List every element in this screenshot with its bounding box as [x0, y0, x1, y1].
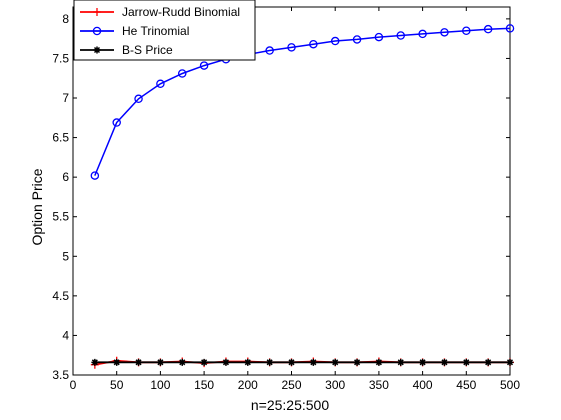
star-center [311, 360, 315, 364]
axis-ticks: 0 50 100 150 200 250 300 350 400 450 500 3.5 4 4.5 5 5.… [52, 7, 520, 392]
y-tick-label: 8 [62, 12, 69, 26]
legend-entry: He Trinomial [80, 24, 189, 38]
legend-label: Jarrow-Rudd Binomial [122, 5, 240, 19]
star-marker [113, 358, 121, 366]
circle-marker [352, 35, 362, 44]
star-center [93, 360, 97, 364]
star-center [377, 360, 381, 364]
legend-entry: B-S Price [80, 43, 173, 57]
star-marker [462, 358, 470, 366]
star-center [289, 360, 294, 364]
circle-marker [462, 26, 471, 35]
circle-marker [396, 31, 405, 40]
star-marker [419, 358, 427, 366]
circle-marker [330, 36, 340, 46]
star-marker [266, 358, 274, 366]
circle-marker [265, 46, 274, 55]
y-tick-label: 7.5 [52, 51, 69, 65]
star-center [95, 48, 99, 52]
star-marker [375, 358, 383, 366]
x-tick-label: 50 [110, 378, 124, 392]
x-tick-label: 450 [456, 378, 476, 392]
star-marker [222, 358, 230, 366]
legend: Jarrow-Rudd Binomial He Trinomial B-S Pric… [73, 0, 256, 61]
series-he-trinomial [90, 24, 515, 180]
star-center [246, 360, 250, 364]
y-axis-label: Option Price [29, 168, 45, 245]
y-tick-label: 4 [62, 328, 69, 342]
star-center [115, 360, 119, 364]
circle-marker [483, 24, 493, 34]
star-center [399, 360, 403, 364]
star-center [180, 360, 184, 364]
y-tick-label: 5 [62, 249, 69, 263]
circle-marker [92, 26, 102, 36]
circle-marker [374, 32, 384, 42]
star-marker [135, 358, 143, 366]
star-marker [397, 358, 405, 366]
star-marker [156, 358, 164, 366]
x-tick-label: 200 [238, 378, 258, 392]
plot-area [72, 6, 511, 376]
circle-marker [309, 39, 318, 49]
star-marker [93, 46, 101, 54]
star-marker [506, 358, 514, 366]
x-tick-label: 300 [325, 378, 345, 392]
circle-marker [90, 171, 100, 180]
star-marker [353, 358, 361, 366]
star-center [355, 360, 359, 364]
star-marker [288, 358, 295, 366]
star-marker [331, 358, 339, 366]
y-tick-label: 6 [62, 170, 69, 184]
plot-frame [72, 6, 511, 376]
y-tick-label: 3.5 [52, 368, 69, 382]
legend-label: He Trinomial [122, 24, 189, 38]
circle-marker [156, 79, 165, 89]
circle-marker [134, 94, 143, 104]
star-center [486, 360, 490, 364]
star-center [224, 360, 228, 364]
circle-marker [199, 61, 209, 70]
star-marker [440, 358, 448, 366]
star-center [421, 360, 425, 364]
star-marker [91, 358, 99, 366]
y-tick-label: 5.5 [52, 210, 69, 224]
y-tick-label: 6.5 [52, 131, 69, 145]
series-layer [90, 24, 515, 369]
y-tick-label: 7 [62, 91, 69, 105]
circle-marker [440, 28, 449, 37]
star-marker [309, 358, 317, 366]
star-center [464, 360, 468, 364]
x-tick-label: 350 [369, 378, 389, 392]
legend-entry: Jarrow-Rudd Binomial [80, 5, 240, 19]
star-marker [244, 358, 252, 366]
x-tick-label: 0 [70, 378, 77, 392]
x-tick-label: 250 [281, 378, 301, 392]
circle-marker [505, 24, 515, 33]
star-marker [178, 358, 186, 366]
star-marker [200, 358, 208, 366]
star-center [158, 360, 162, 364]
star-center [442, 360, 447, 364]
circle-marker [177, 69, 187, 78]
x-tick-label: 400 [413, 378, 433, 392]
x-axis-label: n=25:25:500 [251, 397, 329, 413]
star-center [508, 360, 512, 364]
x-tick-label: 150 [194, 378, 214, 392]
star-center [268, 360, 272, 364]
star-marker [484, 358, 492, 366]
star-center [333, 360, 337, 364]
series-b-s-price [91, 358, 514, 366]
circle-marker [287, 43, 296, 52]
circle-marker [112, 118, 121, 127]
star-center [202, 360, 206, 364]
y-tick-label: 4.5 [52, 289, 69, 303]
circle-marker [418, 29, 427, 39]
plus-marker [93, 8, 101, 16]
legend-label: B-S Price [122, 43, 173, 57]
x-tick-label: 500 [500, 378, 520, 392]
star-center [136, 360, 141, 364]
x-tick-label: 100 [150, 378, 170, 392]
